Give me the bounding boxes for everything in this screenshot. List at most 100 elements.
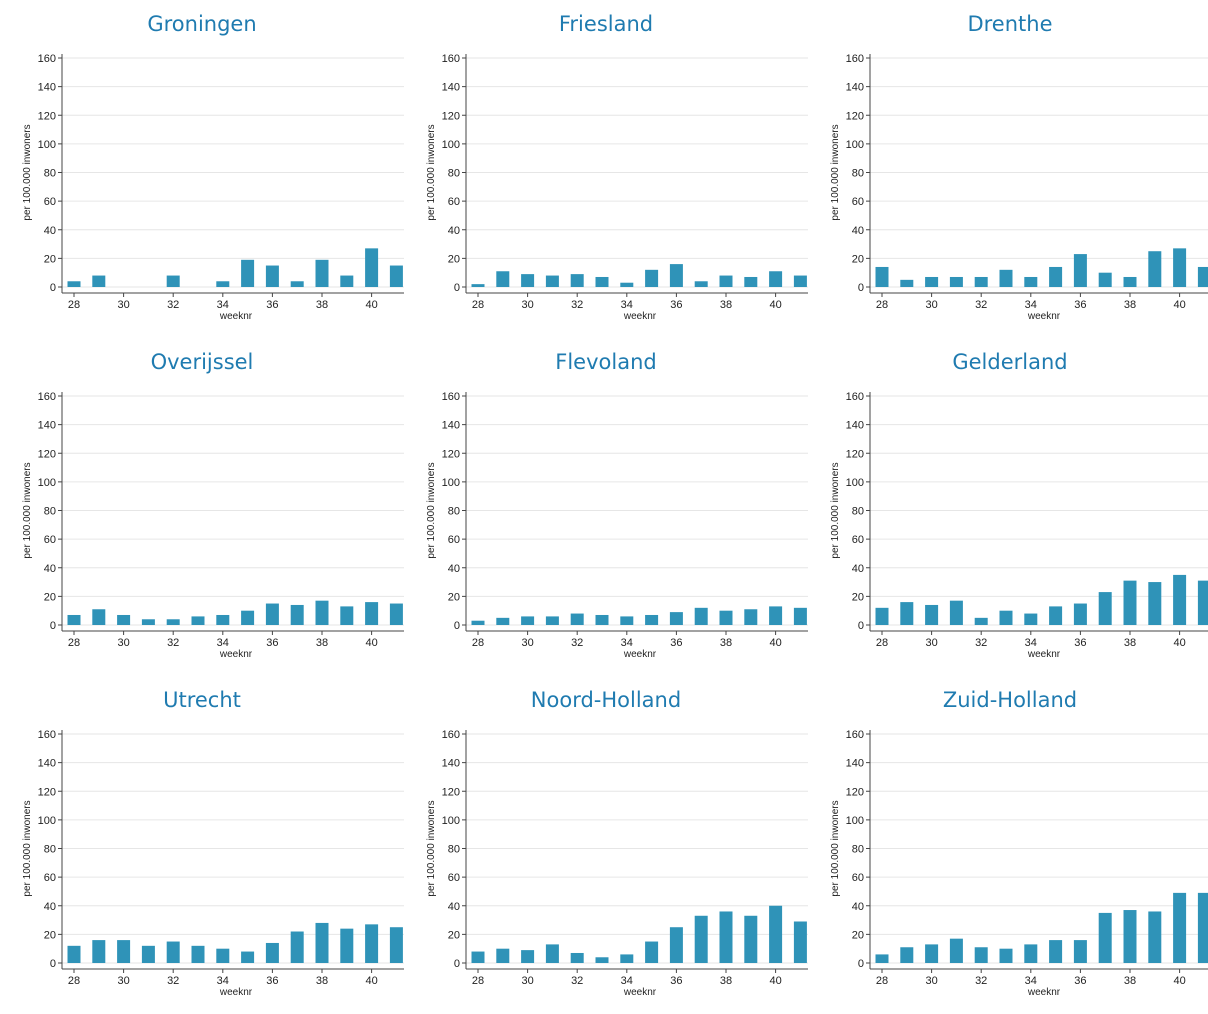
y-axis-title: per 100.000 inwoners — [830, 462, 841, 558]
x-axis-title: weeknr — [219, 649, 253, 660]
chart-title: Noord-Holland — [530, 688, 682, 712]
bar — [365, 924, 379, 963]
bar — [216, 281, 230, 287]
bar — [620, 616, 634, 625]
x-tick-label: 30 — [925, 975, 937, 987]
bar — [1123, 910, 1137, 963]
bar — [719, 275, 733, 287]
y-tick-label: 0 — [50, 282, 56, 294]
y-tick-label: 80 — [852, 168, 864, 180]
bar-chart: 0 20 40 60 80 100 120 140 160 28 30 32 34 36 38 40 weekn… — [830, 729, 1208, 998]
y-tick-label: 40 — [44, 225, 56, 237]
bar — [875, 266, 889, 287]
bar — [545, 275, 559, 287]
bar — [719, 911, 733, 963]
y-tick-label: 0 — [858, 282, 864, 294]
bar — [191, 616, 205, 625]
x-axis-title: weeknr — [1027, 987, 1061, 998]
bar — [793, 607, 807, 625]
chart-panel: Groningen 0 20 40 60 80 100 120 140 160 28 30 32 34 36… — [0, 0, 404, 338]
y-tick-label: 120 — [442, 110, 460, 122]
bar — [67, 614, 81, 625]
bar — [471, 951, 485, 963]
y-tick-label: 160 — [38, 53, 56, 65]
bar — [1024, 613, 1038, 625]
bar — [216, 948, 230, 963]
bar — [265, 942, 279, 963]
bar — [92, 275, 106, 287]
y-tick-label: 60 — [852, 196, 864, 208]
y-tick-label: 140 — [442, 420, 460, 432]
x-tick-label: 38 — [316, 299, 328, 311]
bar — [949, 600, 963, 625]
bar — [769, 271, 783, 287]
bar — [315, 259, 329, 287]
y-tick-label: 40 — [852, 563, 864, 575]
x-tick-label: 36 — [266, 637, 278, 649]
bar — [744, 609, 758, 625]
y-tick-label: 140 — [442, 758, 460, 770]
bar — [570, 952, 584, 963]
bar — [290, 931, 304, 963]
bar — [166, 275, 180, 287]
bar — [67, 945, 81, 963]
bar — [645, 941, 659, 963]
bar — [521, 950, 535, 963]
y-tick-label: 120 — [442, 786, 460, 798]
chart-title: Zuid-Holland — [942, 688, 1078, 712]
y-tick-label: 120 — [442, 448, 460, 460]
y-tick-label: 120 — [846, 786, 864, 798]
bar — [241, 259, 255, 287]
y-tick-label: 120 — [38, 448, 56, 460]
x-axis-title: weeknr — [623, 649, 657, 660]
bar — [974, 617, 988, 625]
bar — [793, 921, 807, 963]
y-tick-label: 40 — [852, 225, 864, 237]
bar — [1073, 603, 1087, 625]
x-tick-label: 28 — [68, 637, 80, 649]
chart-title: Groningen — [147, 12, 257, 36]
bar — [1148, 582, 1162, 625]
bar — [900, 602, 914, 625]
x-tick-label: 36 — [1074, 299, 1086, 311]
x-tick-label: 30 — [925, 637, 937, 649]
x-tick-label: 38 — [1124, 637, 1136, 649]
chart-panel: Utrecht 0 20 40 60 80 100 120 140 160 28 30 32 34 36 38… — [0, 676, 404, 1014]
x-tick-label: 30 — [521, 299, 533, 311]
y-tick-label: 40 — [852, 901, 864, 913]
y-tick-label: 80 — [852, 844, 864, 856]
bar — [719, 610, 733, 625]
y-axis-title: per 100.000 inwoners — [22, 124, 33, 220]
bar-chart: 0 20 40 60 80 100 120 140 160 28 30 32 34 36 38 40 weekn… — [22, 391, 404, 660]
chart-panel: Zuid-Holland 0 20 40 60 80 100 120 140 160 28 30 32 3… — [808, 676, 1208, 1014]
y-axis-title: per 100.000 inwoners — [830, 800, 841, 896]
bar — [340, 275, 354, 287]
x-tick-label: 40 — [1173, 975, 1185, 987]
x-tick-label: 38 — [720, 637, 732, 649]
bar — [925, 944, 939, 963]
y-tick-label: 80 — [448, 844, 460, 856]
chart-title: Gelderland — [952, 350, 1068, 374]
bar — [570, 613, 584, 625]
chart-panel: Noord-Holland 0 20 40 60 80 100 120 140 160 28 30 32… — [404, 676, 808, 1014]
x-tick-label: 34 — [217, 637, 229, 649]
y-tick-label: 60 — [852, 872, 864, 884]
bar — [92, 940, 106, 963]
bar — [645, 614, 659, 625]
x-tick-label: 28 — [68, 975, 80, 987]
bar — [875, 954, 889, 963]
bar — [340, 606, 354, 625]
bar — [290, 281, 304, 287]
bar-chart: 0 20 40 60 80 100 120 140 160 28 30 32 34 36 38 40 weekn… — [426, 53, 808, 322]
bar — [620, 282, 634, 287]
y-axis-title: per 100.000 inwoners — [22, 462, 33, 558]
x-tick-label: 30 — [521, 975, 533, 987]
bar — [241, 610, 255, 625]
bar — [1123, 580, 1137, 625]
x-tick-label: 28 — [876, 299, 888, 311]
bar — [900, 947, 914, 963]
bar — [1197, 580, 1208, 625]
y-tick-label: 0 — [454, 282, 460, 294]
y-tick-label: 60 — [44, 196, 56, 208]
y-tick-label: 140 — [846, 758, 864, 770]
